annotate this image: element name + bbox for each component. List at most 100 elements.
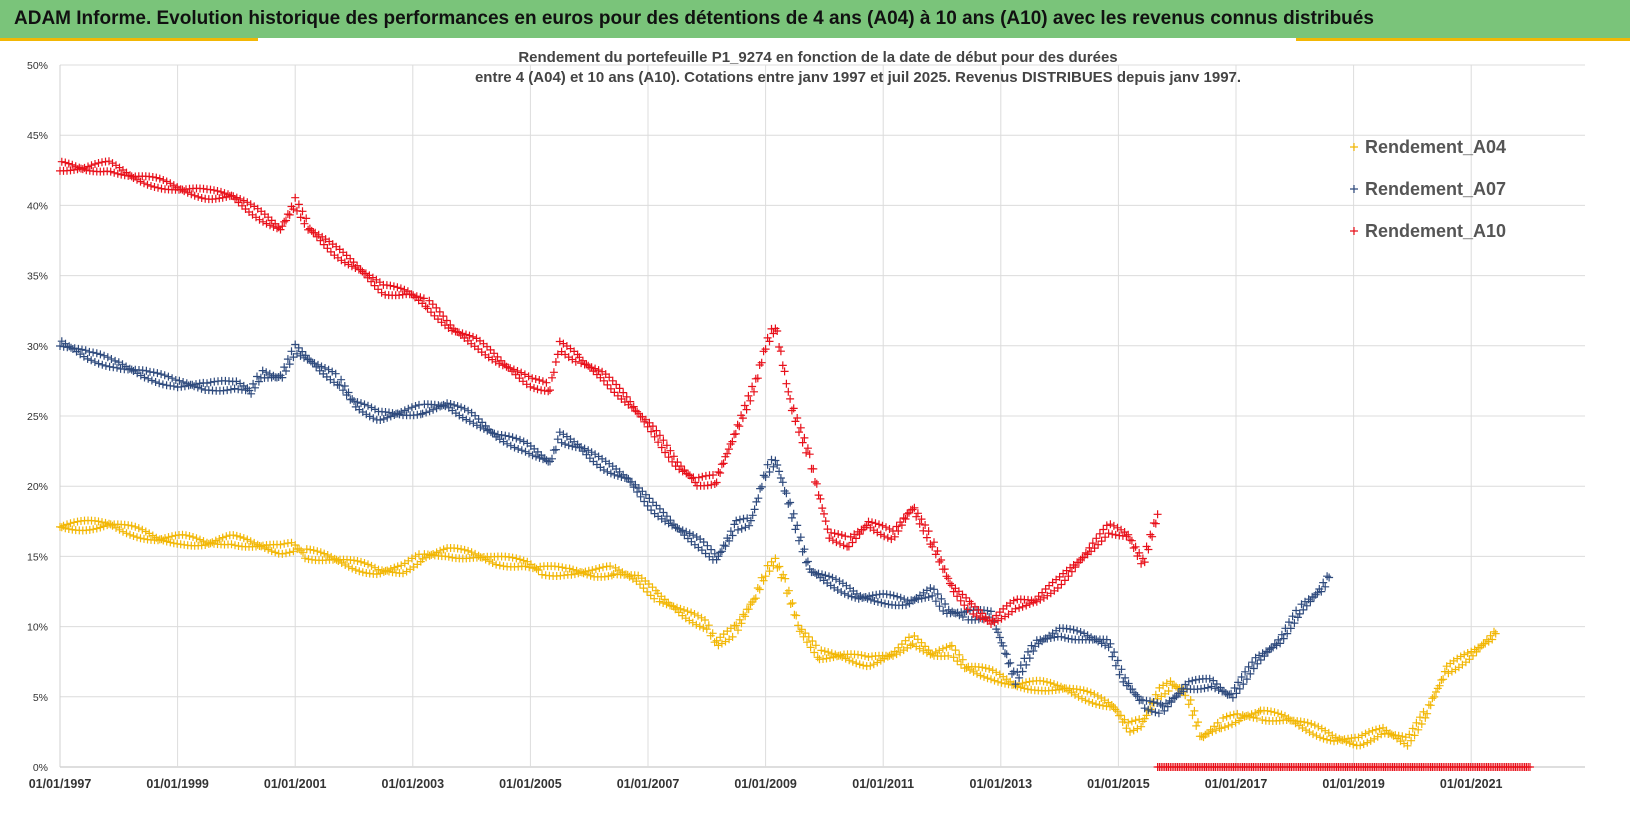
data-point <box>1034 592 1043 601</box>
data-point <box>873 597 882 606</box>
data-point <box>840 589 849 598</box>
data-point <box>773 461 782 469</box>
data-point <box>96 523 105 532</box>
data-point <box>893 592 902 601</box>
data-point <box>495 561 504 570</box>
data-point <box>878 521 887 530</box>
data-point <box>306 545 315 554</box>
data-point <box>951 609 960 618</box>
data-point <box>883 533 892 542</box>
data-point <box>254 377 263 386</box>
data-point <box>429 550 438 558</box>
data-point <box>988 615 997 623</box>
data-point <box>915 519 924 528</box>
data-point <box>864 517 873 526</box>
data-point <box>997 678 1006 687</box>
data-point <box>169 181 178 190</box>
data-point <box>761 473 770 481</box>
data-point <box>61 524 70 533</box>
data-point <box>647 427 656 436</box>
data-point <box>987 607 995 616</box>
data-point <box>111 356 120 365</box>
data-point <box>757 358 766 367</box>
data-point <box>491 357 500 366</box>
data-point <box>1251 709 1260 717</box>
data-point <box>606 469 615 478</box>
data-point <box>276 225 285 234</box>
data-point <box>633 407 642 416</box>
data-point <box>1113 707 1122 716</box>
data-point <box>1481 639 1490 648</box>
data-point <box>944 574 953 583</box>
data-point <box>921 642 930 651</box>
data-point <box>1015 673 1024 682</box>
data-point <box>92 524 101 533</box>
data-point <box>1124 718 1133 727</box>
data-point <box>960 601 969 610</box>
data-point <box>497 356 505 365</box>
data-point <box>717 547 726 556</box>
data-point <box>1086 688 1095 697</box>
data-point <box>1027 641 1036 650</box>
data-point <box>521 447 530 456</box>
data-point <box>866 595 875 604</box>
data-point <box>63 520 71 529</box>
data-point <box>866 661 875 670</box>
data-point <box>994 628 1002 637</box>
data-point <box>767 557 776 566</box>
data-point <box>1001 649 1009 658</box>
data-point <box>803 638 811 647</box>
data-point <box>765 337 774 346</box>
x-axis-ticks: 01/01/1997 01/01/1999 01/01/2001 01/01/2003… <box>29 777 1503 791</box>
data-point <box>323 551 332 559</box>
data-point <box>269 371 278 380</box>
data-point <box>1172 682 1180 691</box>
data-point <box>868 591 877 600</box>
data-point <box>298 347 307 356</box>
data-point <box>1092 534 1101 543</box>
data-point <box>735 422 744 431</box>
data-point <box>896 648 905 657</box>
data-point <box>1151 690 1160 699</box>
data-point <box>732 621 741 630</box>
data-point <box>1071 690 1079 699</box>
data-point <box>1244 711 1252 720</box>
data-point <box>994 677 1002 686</box>
data-point <box>924 527 933 536</box>
data-point <box>309 546 318 555</box>
data-point <box>1053 584 1062 592</box>
data-point <box>1350 185 1358 193</box>
x-tick-label: 01/01/2001 <box>264 777 327 791</box>
data-point <box>1302 726 1310 735</box>
data-point <box>678 526 687 535</box>
data-point <box>837 531 846 539</box>
data-point <box>1153 699 1162 707</box>
data-point <box>203 379 211 388</box>
data-point <box>542 378 551 387</box>
data-point <box>983 606 992 615</box>
data-point <box>1269 643 1278 652</box>
data-point <box>633 488 642 496</box>
data-point <box>902 600 910 609</box>
data-point <box>833 586 842 594</box>
data-point <box>1222 712 1231 721</box>
data-point <box>282 216 290 225</box>
data-point <box>938 644 947 653</box>
data-point <box>697 546 706 555</box>
data-point <box>1126 536 1134 544</box>
data-point <box>1309 730 1317 739</box>
data-point <box>753 374 762 383</box>
data-point <box>836 651 845 660</box>
data-point <box>591 565 600 574</box>
data-point <box>626 397 635 406</box>
data-point <box>714 552 723 561</box>
data-point <box>931 550 940 559</box>
data-point <box>721 542 730 551</box>
data-point <box>1133 724 1142 733</box>
data-point <box>894 643 903 652</box>
data-point <box>610 470 619 479</box>
data-point <box>339 386 347 395</box>
data-point <box>1116 711 1125 720</box>
data-point <box>940 565 949 574</box>
data-point <box>928 542 937 551</box>
